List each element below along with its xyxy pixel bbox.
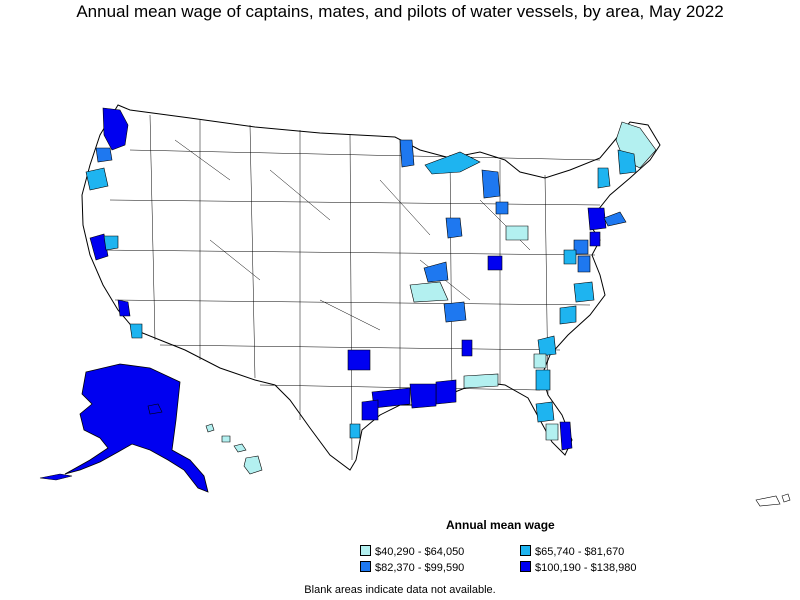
area-charleston	[537, 335, 557, 357]
footnote: Blank areas indicate data not available.	[304, 584, 496, 596]
puerto-rico	[755, 493, 791, 507]
legend-item-1: $40,290 - $64,050	[360, 545, 464, 558]
area-oregon-coast	[85, 167, 109, 191]
area-boundaries	[99, 114, 601, 461]
area-new-jersey	[589, 231, 601, 247]
area-houston	[361, 399, 379, 421]
area-los-angeles	[117, 299, 131, 317]
area-upper-michigan	[424, 151, 481, 175]
area-southwest-florida	[545, 423, 559, 441]
legend-swatch-1	[360, 545, 371, 556]
area-baltimore	[563, 249, 577, 265]
legend-label-1: $40,290 - $64,050	[375, 546, 465, 558]
legend-label-4: $100,190 - $138,980	[535, 562, 637, 574]
area-olympia	[95, 147, 113, 163]
legend-label-2: $65,740 - $81,670	[535, 546, 625, 558]
contiguous-us-outline	[81, 104, 661, 471]
alaska	[64, 363, 209, 493]
area-philadelphia	[573, 239, 589, 255]
area-miami	[559, 421, 573, 451]
area-west-virginia	[505, 225, 529, 241]
area-norfolk	[573, 281, 595, 303]
legend-item-4: $100,190 - $138,980	[520, 561, 637, 574]
area-corpus-christi	[349, 423, 361, 439]
area-long-island	[603, 211, 627, 227]
area-jacksonville	[535, 369, 551, 391]
area-new-orleans	[409, 383, 437, 409]
area-delmarva	[577, 255, 591, 273]
area-dallas	[347, 349, 371, 371]
area-alabama	[461, 339, 473, 357]
hawaii	[205, 423, 263, 475]
legend-title: Annual mean wage	[446, 518, 555, 532]
area-arkansas	[409, 281, 449, 303]
legend-swatch-2	[520, 545, 531, 556]
area-san-francisco	[89, 233, 109, 261]
area-kentucky	[487, 255, 503, 271]
area-wilmington	[559, 305, 577, 325]
legend-item-2: $65,740 - $81,670	[520, 545, 624, 558]
legend-item-3: $82,370 - $99,590	[360, 561, 464, 574]
legend-swatch-3	[360, 561, 371, 572]
area-san-diego	[129, 323, 143, 339]
area-gulf-panhandle	[463, 373, 499, 389]
area-mobile	[435, 379, 457, 405]
legend-label-3: $82,370 - $99,590	[375, 562, 465, 574]
wage-areas	[85, 107, 657, 451]
legend-swatch-4	[520, 561, 531, 572]
area-puget-sound	[102, 107, 129, 151]
area-st-louis	[423, 261, 449, 283]
area-tampa	[535, 401, 555, 423]
area-memphis	[443, 301, 467, 323]
area-sacramento	[103, 235, 119, 251]
area-chicago	[445, 217, 463, 239]
alaska-aleutians	[39, 473, 73, 481]
area-new-york	[587, 207, 607, 231]
area-maine-coast	[617, 149, 637, 175]
area-duluth	[399, 139, 415, 168]
map-title: Annual mean wage of captains, mates, and…	[76, 2, 724, 21]
legend: $40,290 - $64,050 $65,740 - $81,670 $82,…	[360, 545, 680, 575]
area-savannah	[533, 353, 547, 369]
area-lower-michigan	[481, 169, 501, 199]
area-new-hampshire	[597, 167, 611, 189]
area-ohio	[495, 201, 509, 215]
alaska-kodiak	[147, 403, 163, 415]
